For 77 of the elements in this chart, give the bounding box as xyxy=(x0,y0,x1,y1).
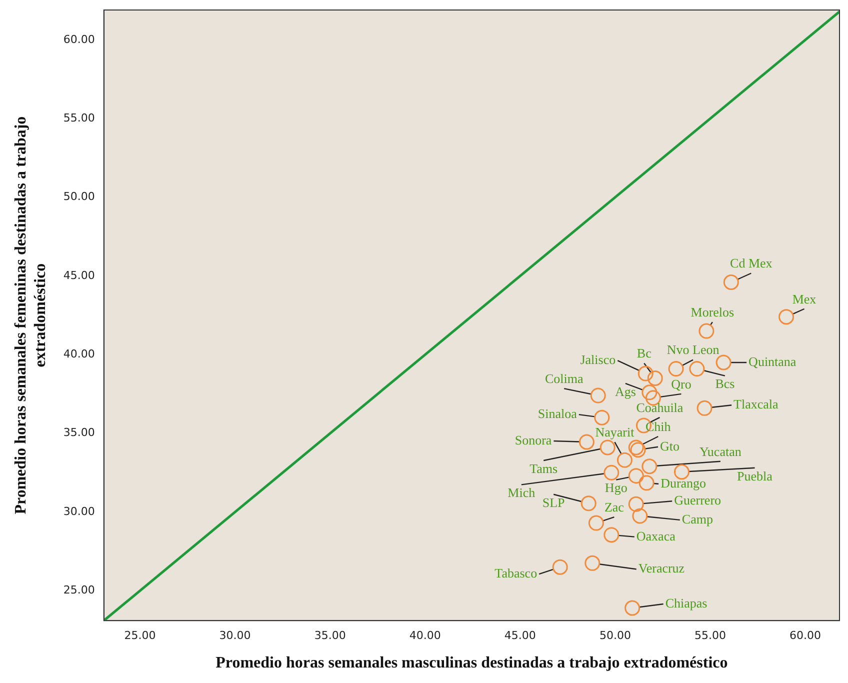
point xyxy=(584,555,600,571)
annotation: Guerrero xyxy=(674,492,722,508)
point xyxy=(696,400,712,416)
point xyxy=(689,361,705,377)
x-tick-label: 45.00 xyxy=(504,629,536,642)
annotation: SLP xyxy=(542,494,565,510)
annotation: Mex xyxy=(792,291,817,306)
point xyxy=(624,600,640,616)
y-axis-title: Promedio horas semanales femeninas destinadas a trabajo extradoméstico xyxy=(12,116,49,514)
annotation: Chiapas xyxy=(665,595,708,610)
point xyxy=(588,515,604,531)
annotation: Hgo xyxy=(604,480,628,496)
annotation: Qro xyxy=(671,376,692,392)
point xyxy=(698,323,714,339)
annotation: Sonora xyxy=(514,432,552,448)
y-tick-label: 45.00 xyxy=(63,268,95,282)
annotation: Zac xyxy=(604,499,624,514)
annotation: Puebla xyxy=(737,468,773,484)
y-tick-label: 40.00 xyxy=(63,348,95,360)
annotation: Tabasco xyxy=(494,566,538,581)
x-axis-title: Promedio horas semanales masculinas destinadas a trabajo extradoméstico xyxy=(216,654,728,672)
point xyxy=(604,527,620,543)
y-tick-label: 60.00 xyxy=(63,32,95,46)
point xyxy=(638,475,654,491)
x-tick-label: 50.00 xyxy=(599,629,631,642)
point xyxy=(716,354,732,370)
point xyxy=(578,434,594,450)
annotation: Yucatan xyxy=(699,444,742,459)
annotation: Ags xyxy=(614,384,636,399)
y-tick-label: 55.00 xyxy=(63,111,95,124)
annotation: Quintana xyxy=(748,354,796,369)
point xyxy=(674,464,690,480)
point xyxy=(594,410,610,426)
x-tick-label: 40.00 xyxy=(409,629,441,642)
point xyxy=(580,496,596,512)
point xyxy=(600,440,616,456)
point xyxy=(668,361,684,377)
y-tick-label: 35.00 xyxy=(63,426,95,440)
annotation: Camp xyxy=(682,511,713,526)
point xyxy=(604,464,620,480)
annotation: Bc xyxy=(636,346,652,361)
point xyxy=(642,384,658,400)
annotation: Gto xyxy=(660,438,680,454)
point xyxy=(647,370,663,386)
x-tick-label: 30.00 xyxy=(219,629,251,642)
annotation: Durango xyxy=(660,475,706,490)
annotation: Oaxaca xyxy=(636,528,676,544)
annotation: Jalisco xyxy=(580,352,616,367)
annotation: Nayarit xyxy=(595,424,635,440)
x-tick-label: 35.00 xyxy=(314,629,346,642)
point xyxy=(590,388,606,404)
annotation: Morelos xyxy=(690,304,734,320)
y-tick-label: 50.00 xyxy=(63,190,95,204)
point xyxy=(552,559,568,575)
point xyxy=(778,309,794,325)
annotation: Cd Mex xyxy=(730,256,773,271)
y-tick-label: 30.00 xyxy=(63,504,95,518)
point xyxy=(642,458,658,474)
point xyxy=(638,366,654,382)
annotation: Nvo Leon xyxy=(666,342,720,358)
point xyxy=(632,508,648,524)
x-tick-label: 55.00 xyxy=(694,629,726,642)
point xyxy=(628,496,644,512)
point xyxy=(616,452,632,468)
annotation: Coahuila xyxy=(636,400,684,415)
annotation: Sinaloa xyxy=(538,406,578,422)
annotation: Tams xyxy=(530,460,558,476)
annotation: Bcs xyxy=(715,376,735,392)
annotation: Mich xyxy=(508,485,536,500)
point xyxy=(723,274,739,290)
x-tick-label: 60.00 xyxy=(790,629,822,642)
x-tick-label: 25.00 xyxy=(124,629,156,642)
annotation: Tlaxcala xyxy=(734,396,779,412)
y-tick-label: 25.00 xyxy=(63,584,95,597)
annotation: Colima xyxy=(544,370,584,386)
point xyxy=(628,468,644,484)
annotation: Veracruz xyxy=(638,560,685,576)
